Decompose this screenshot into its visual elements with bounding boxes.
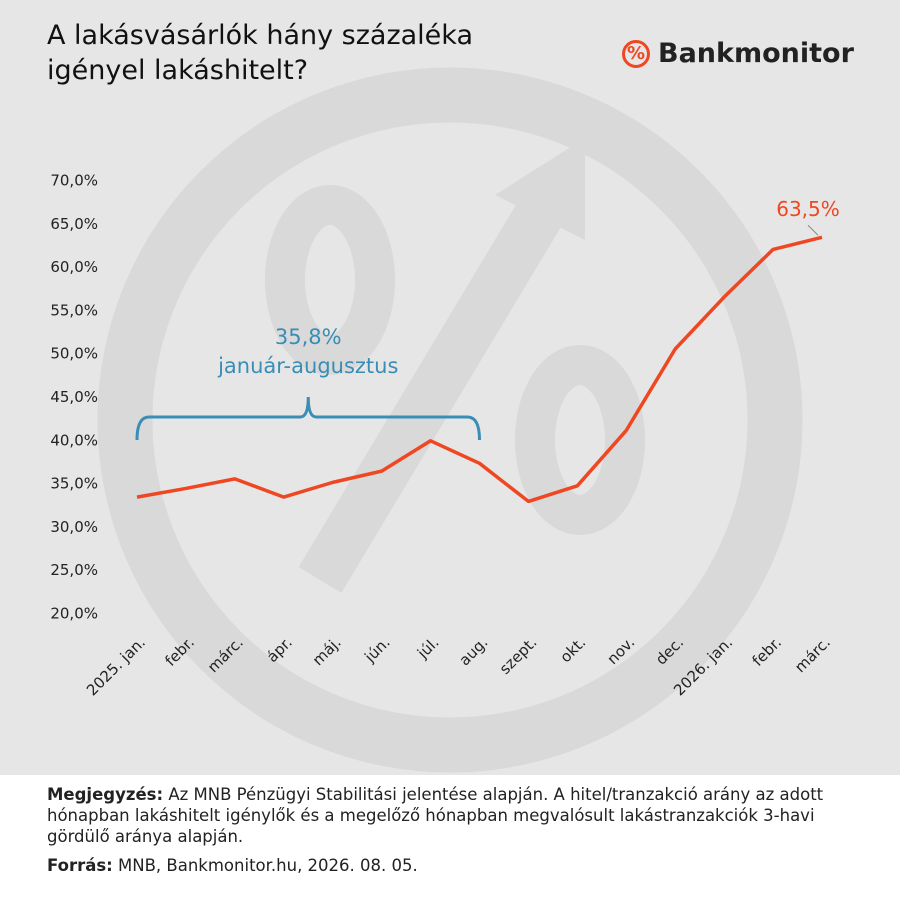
logo: % Bankmonitor <box>622 38 854 69</box>
title: A lakásvásárlók hány százaléka igényel l… <box>47 20 474 86</box>
x-tick-label: jún. <box>360 633 393 666</box>
y-tick-label: 65,0% <box>50 215 98 233</box>
x-tick-label: máj. <box>309 633 345 669</box>
x-tick-label: 2025. jan. <box>83 633 149 699</box>
x-tick-label: júl. <box>413 633 442 662</box>
y-tick-label: 70,0% <box>50 172 98 190</box>
line <box>136 235 823 504</box>
bracket <box>135 396 481 441</box>
chart: 20,0% 25,0% 30,0% 35,0% 40,0% 45,0% 50,0% 55,0%… <box>50 67 840 773</box>
leader <box>807 224 819 236</box>
y-tick-label: 60,0% <box>50 258 98 276</box>
source: MNB, Bankmonitor.hu, 2026. 08. 05. <box>118 856 418 875</box>
note-label: Megjegyzés: <box>47 785 164 804</box>
logo-text: Bankmonitor <box>658 38 854 69</box>
note: Az MNB Pénzügyi Stabilitási jelentése al… <box>47 785 824 846</box>
footer: Megjegyzés: Az MNB Pénzügyi Stabilitási … <box>47 784 867 884</box>
x-tick-label: febr. <box>749 633 785 669</box>
x-tick-label: szept. <box>496 633 541 678</box>
bracket-value: 35,8% <box>275 325 342 349</box>
y-tick-label: 50,0% <box>50 345 98 363</box>
y-tick-label: 30,0% <box>50 518 98 536</box>
value-label: 63,5% <box>776 197 840 221</box>
x-tick-label: márc. <box>791 633 834 676</box>
x-tick-label: okt. <box>556 633 589 666</box>
bracket-label: január-augusztus <box>217 354 398 378</box>
x-tick-label: aug. <box>455 633 491 669</box>
y-tick-label: 20,0% <box>50 605 98 623</box>
y-tick-label: 35,0% <box>50 475 98 493</box>
watermark <box>97 67 803 773</box>
y-tick-label: 45,0% <box>50 388 98 406</box>
y-tick-label: 55,0% <box>50 301 98 319</box>
y-tick-label: 25,0% <box>50 561 98 579</box>
source-label: Forrás: <box>47 856 113 875</box>
y-tick-label: 40,0% <box>50 431 98 449</box>
